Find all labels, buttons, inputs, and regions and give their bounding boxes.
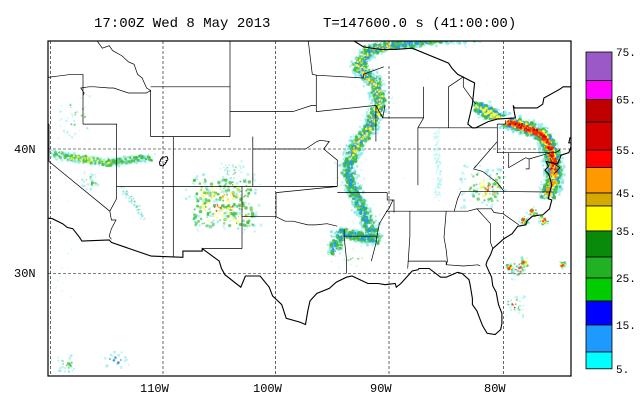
svg-text:17:00Z Wed 8 May 2013: 17:00Z Wed 8 May 2013 bbox=[94, 16, 270, 32]
svg-text:T=147600.0 s (41:00:00): T=147600.0 s (41:00:00) bbox=[323, 16, 516, 32]
